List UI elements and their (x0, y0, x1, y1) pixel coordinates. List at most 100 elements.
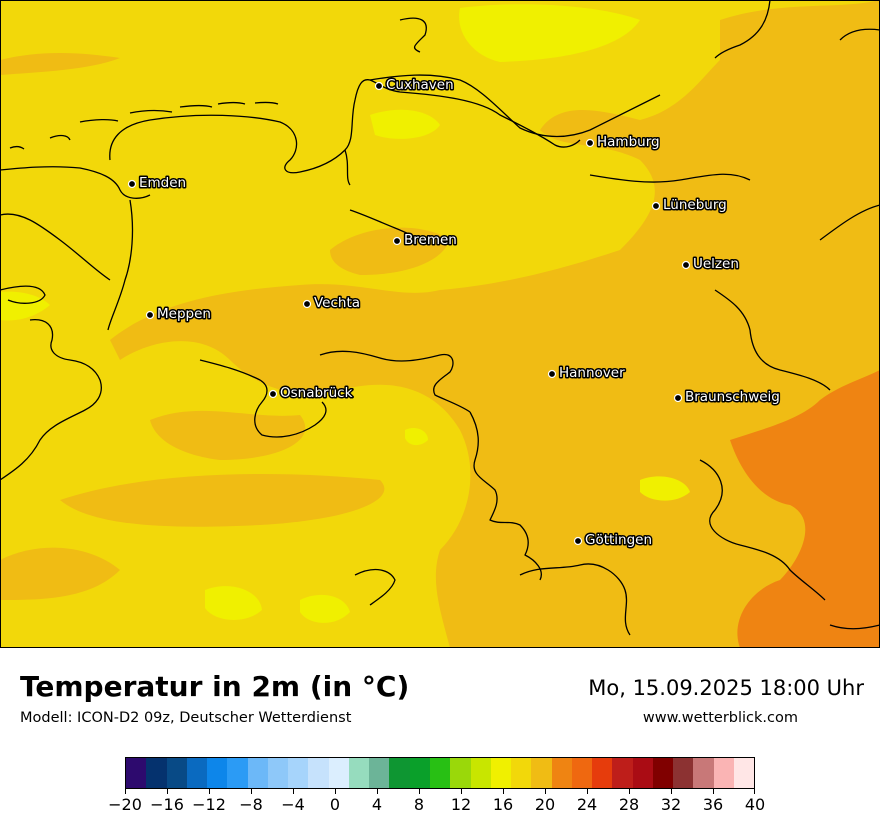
colorbar-tick-label: −20 (108, 795, 142, 814)
city-dot-icon (268, 389, 278, 399)
city-label: Bremen (404, 232, 457, 248)
colorbar-segment (652, 758, 674, 788)
city-dot-icon (673, 393, 683, 403)
colorbar-segment (450, 758, 471, 788)
colorbar-segment (186, 758, 208, 788)
colorbar-tick-label: 40 (744, 795, 766, 814)
city-dot-icon (681, 260, 691, 270)
temperature-map: Cuxhaven Hamburg Emden Lüneburg Bremen Uelzen… (0, 0, 880, 648)
colorbar-tick (335, 789, 336, 794)
website-link[interactable]: www.wetterblick.com (642, 710, 798, 726)
colorbar-tick (377, 789, 378, 794)
colorbar-tick (503, 789, 504, 794)
map-canvas: Cuxhaven Hamburg Emden Lüneburg Bremen Uelzen… (0, 0, 880, 648)
colorbar-segment (409, 758, 430, 788)
colorbar-tick (461, 789, 462, 794)
city-label: Lüneburg (663, 197, 727, 213)
colorbar-tick (167, 789, 168, 794)
colorbar-segment (429, 758, 451, 788)
forecast-datetime: Mo, 15.09.2025 18:00 Uhr (588, 676, 864, 700)
city-bremen: Bremen (392, 231, 458, 250)
city-g-ttingen: Göttingen (573, 531, 654, 550)
city-dot-icon (374, 81, 384, 91)
city-dot-icon (127, 179, 137, 189)
colorbar-segment (247, 758, 268, 788)
temperature-field-14-16 (0, 4, 690, 623)
city-label: Hannover (559, 365, 625, 381)
city-braunschweig: Braunschweig (673, 388, 781, 407)
city-label: Braunschweig (685, 389, 780, 405)
colorbar-tick (587, 789, 588, 794)
city-hannover: Hannover (547, 364, 627, 383)
colorbar-tick-label: 28 (618, 795, 640, 814)
colorbar-segment (470, 758, 491, 788)
colorbar-segment (673, 758, 694, 788)
colorbar-segment (328, 758, 349, 788)
colorbar-tick (671, 789, 672, 794)
chart-title: Temperatur in 2m (in °C) (20, 670, 410, 703)
city-cuxhaven: Cuxhaven (374, 76, 455, 95)
colorbar-tick-label: 4 (371, 795, 383, 814)
colorbar-tick-label: −4 (281, 795, 305, 814)
colorbar-segment (713, 758, 734, 788)
colorbar-segment (733, 758, 755, 788)
colorbar-segment (551, 758, 572, 788)
colorbar-segment (592, 758, 613, 788)
city-label: Cuxhaven (386, 77, 454, 93)
colorbar-tick-label: 20 (534, 795, 556, 814)
colorbar-tick-label: 16 (492, 795, 514, 814)
city-vechta: Vechta (302, 294, 362, 313)
city-markers: Cuxhaven Hamburg Emden Lüneburg Bremen Uelzen… (127, 76, 781, 550)
city-dot-icon (651, 201, 661, 211)
colorbar-ticks: −20 −16 −12 −8 −4 0 4 8 12 16 20 24 28 32 36 40 (108, 789, 765, 829)
colorbar-tick (419, 789, 420, 794)
city-hamburg: Hamburg (585, 133, 661, 152)
colorbar-segment (490, 758, 512, 788)
colorbar-tick (125, 789, 126, 794)
city-label: Hamburg (597, 134, 660, 150)
model-subtitle: Modell: ICON-D2 09z, Deutscher Wetterdie… (20, 710, 352, 726)
city-dot-icon (145, 310, 155, 320)
city-dot-icon (585, 138, 595, 148)
city-dot-icon (392, 236, 402, 246)
colorbar-segment (267, 758, 289, 788)
colorbar-segment (227, 758, 248, 788)
city-label: Meppen (157, 306, 211, 322)
colorbar-segment (348, 758, 370, 788)
colorbar-tick-label: 8 (413, 795, 425, 814)
colorbar-tick (713, 789, 714, 794)
city-label: Vechta (314, 295, 360, 311)
city-osnabr-ck: Osnabrück (268, 384, 354, 403)
colorbar-tick (251, 789, 252, 794)
colorbar-segment (612, 758, 633, 788)
colorbar-segment (166, 758, 187, 788)
city-dot-icon (547, 369, 557, 379)
colorbar-segment (146, 758, 167, 788)
city-label: Emden (139, 175, 186, 191)
colorbar-tick-label: 36 (702, 795, 724, 814)
temperature-field-18-20 (0, 0, 880, 648)
colorbar-tick-label: 32 (660, 795, 682, 814)
temperature-field-20-22 (730, 370, 880, 648)
colorbar-segment (531, 758, 552, 788)
city-dot-icon (302, 299, 312, 309)
coastlines-and-borders (0, 0, 880, 636)
colorbar-segment (632, 758, 653, 788)
colorbar-segment (511, 758, 532, 788)
city-label: Osnabrück (280, 385, 353, 401)
colorbar-segment (207, 758, 228, 788)
colorbar-tick (545, 789, 546, 794)
colorbar-tick (754, 789, 755, 794)
colorbar-tick (293, 789, 294, 794)
city-l-neburg: Lüneburg (651, 196, 728, 215)
colorbar-segment (389, 758, 410, 788)
colorbar-tick-label: −12 (192, 795, 226, 814)
colorbar-segment (288, 758, 309, 788)
city-uelzen: Uelzen (681, 255, 740, 274)
colorbar-tick (209, 789, 210, 794)
colorbar-tick-label: −16 (150, 795, 184, 814)
colorbar-segment (571, 758, 593, 788)
city-dot-icon (573, 536, 583, 546)
city-label: Göttingen (585, 532, 652, 548)
colorbar-tick (629, 789, 630, 794)
